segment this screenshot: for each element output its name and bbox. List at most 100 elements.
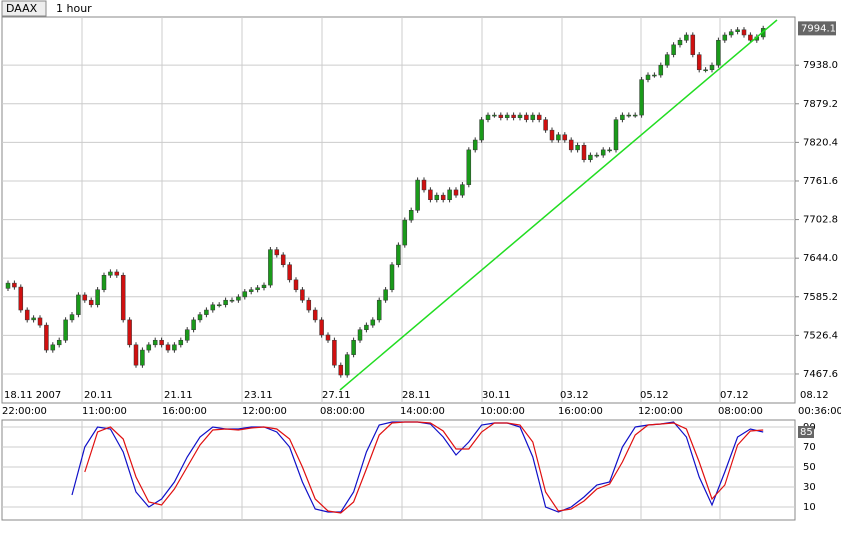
candle-body [76, 294, 81, 315]
candle-body [120, 274, 126, 321]
candle-body [133, 344, 139, 366]
date-label: 08.12 [800, 390, 829, 401]
candle-body [728, 31, 734, 36]
candle-body [402, 219, 408, 246]
candle-body [95, 289, 100, 306]
candle-body [652, 74, 657, 77]
candle-body [485, 114, 491, 120]
candle-body [31, 317, 36, 321]
candle-body [613, 119, 619, 151]
y-tick-label: 70 [803, 442, 816, 453]
candle-body [274, 249, 280, 256]
candle-body [370, 319, 376, 326]
candle-body [741, 29, 747, 36]
time-label: 12:00:00 [242, 406, 287, 417]
time-label: 16:00:00 [558, 406, 603, 417]
candle-body [594, 154, 600, 157]
candle-body [748, 34, 753, 41]
candle-body [69, 314, 75, 321]
candle-body [600, 149, 606, 156]
candle-body [479, 119, 484, 141]
last-price-label: 7994.1 [801, 23, 836, 34]
date-label: 20.11 [84, 390, 113, 401]
candle-body [56, 339, 62, 346]
candle-body [287, 264, 292, 281]
candle-body [453, 189, 459, 196]
candle-body [248, 289, 254, 292]
y-tick-label: 30 [803, 482, 816, 493]
candle-body [562, 134, 568, 141]
candle-body [338, 364, 344, 376]
y-tick-label: 7702.8 [803, 215, 838, 226]
candle-body [82, 294, 88, 301]
candle-body [332, 339, 337, 366]
candle-body [568, 139, 574, 151]
candle-body [396, 244, 401, 265]
candle-body [306, 299, 312, 311]
last-value-label: 85 [800, 427, 813, 438]
y-tick-label: 7526.4 [803, 330, 838, 341]
y-tick-label: 7761.6 [803, 176, 838, 187]
candle-body [620, 114, 625, 120]
date-label: 30.11 [482, 390, 511, 401]
candle-body [229, 299, 235, 302]
time-label: 14:00:00 [400, 406, 445, 417]
date-label: 21.11 [164, 390, 193, 401]
candle-body [18, 286, 24, 311]
candle-body [280, 254, 286, 265]
candle-body [325, 334, 331, 341]
candle-body [607, 149, 612, 152]
candle-body [466, 149, 472, 185]
candle-body [421, 179, 427, 191]
trend-line [339, 19, 778, 391]
time-label: 11:00:00 [82, 406, 127, 417]
marks [5, 25, 766, 514]
y-tick-label: 7879.2 [803, 99, 838, 110]
candle-body [472, 139, 478, 151]
candle-body [722, 34, 728, 41]
candle-body [236, 296, 241, 301]
symbol-box [1, 0, 47, 17]
candle-body [223, 299, 228, 306]
candle-body [696, 54, 702, 71]
candle-body [626, 114, 632, 117]
time-label: 16:00:00 [162, 406, 207, 417]
candle-body [165, 344, 171, 351]
y-tick-label: 7585.2 [803, 292, 838, 303]
candle-body [716, 39, 721, 66]
stoch-frame [1, 419, 796, 521]
candle-body [108, 271, 113, 276]
candle-body [63, 319, 68, 341]
candle-body [210, 304, 216, 311]
candle-body [460, 184, 465, 196]
candle-body [204, 309, 209, 315]
candle-body [37, 317, 43, 326]
candle-body [24, 309, 30, 321]
candle-body [684, 34, 689, 41]
time-label: 22:00:00 [2, 406, 47, 417]
date-label: 18.11 2007 [4, 390, 61, 401]
y-tick-label: 7938.0 [803, 60, 838, 71]
candle-body [12, 282, 17, 288]
candle-body [690, 34, 696, 55]
time-label: 00:36:00 [798, 406, 841, 417]
candle-body [664, 54, 670, 66]
candle-body [197, 314, 203, 321]
candle-body [498, 114, 504, 118]
candle-body [344, 354, 350, 376]
date-label: 23.11 [244, 390, 273, 401]
date-label: 27.11 [322, 390, 351, 401]
candle-body [709, 64, 715, 71]
y-tick-label: 50 [803, 462, 816, 473]
candle-body [184, 329, 190, 341]
candle-body [492, 114, 497, 117]
candle-body [172, 344, 177, 351]
candle-body [632, 114, 638, 117]
candle-body [357, 329, 363, 341]
candle-body [556, 134, 561, 141]
y-tick-label: 7467.6 [803, 369, 838, 380]
time-label: 10:00:00 [480, 406, 525, 417]
candle-body [549, 129, 555, 141]
date-label: 28.11 [402, 390, 431, 401]
